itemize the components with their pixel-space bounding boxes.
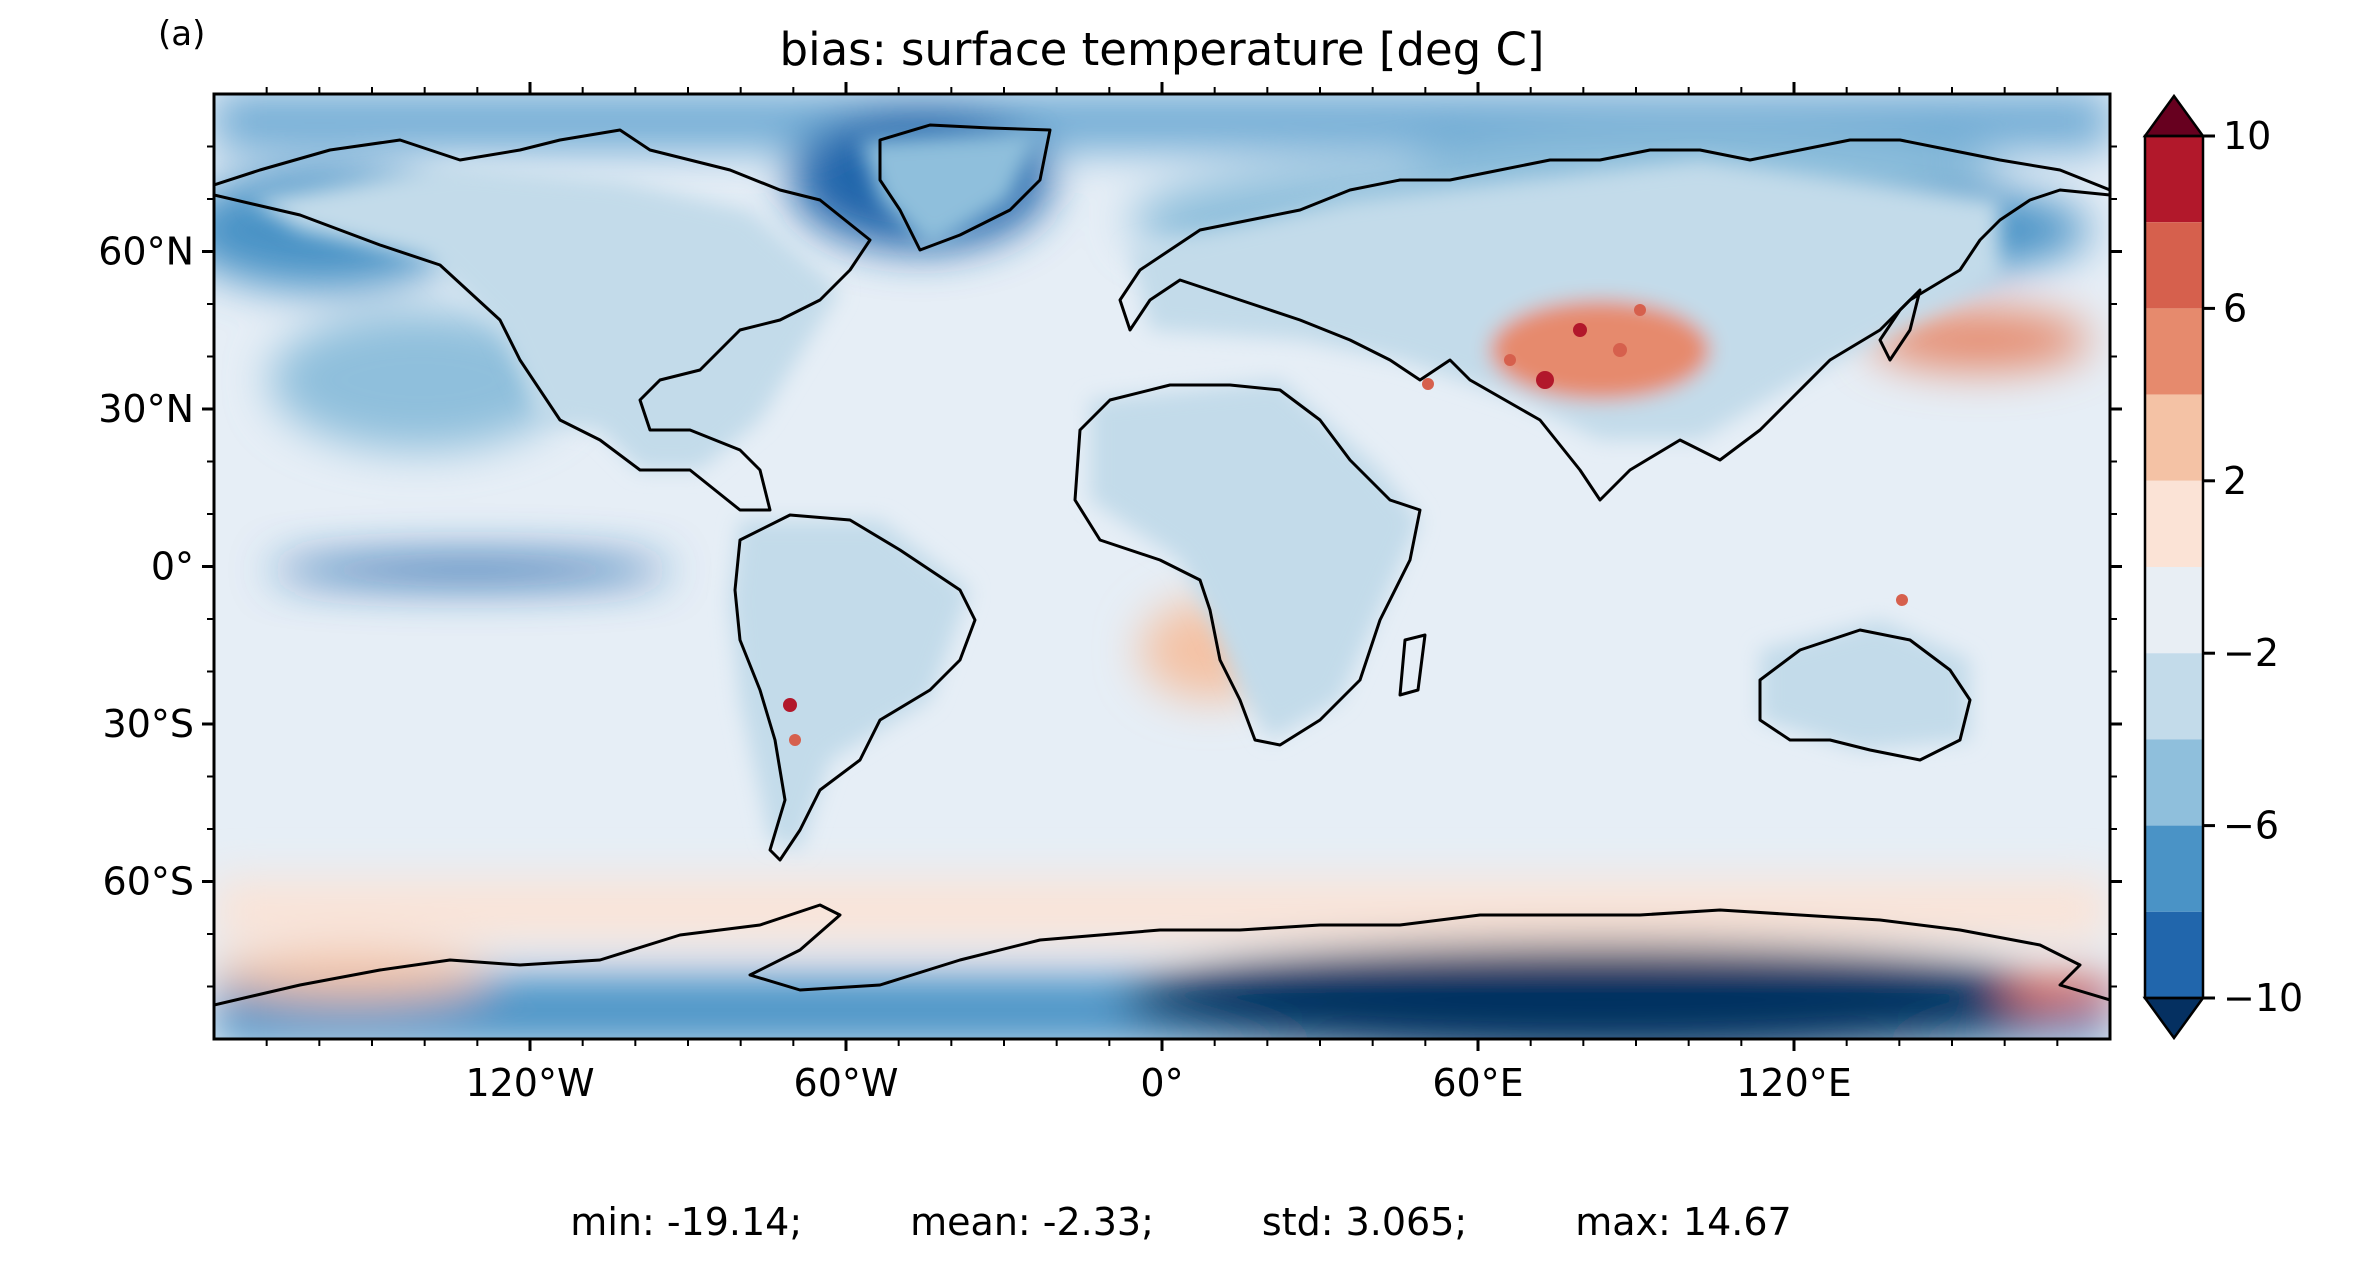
colorbar-bin — [2145, 136, 2203, 223]
colorbar-bin — [2145, 825, 2203, 912]
y-tick-label: 30°S — [103, 702, 194, 746]
y-tick-label: 60°S — [103, 860, 194, 904]
x-tick-label: 60°W — [794, 1061, 899, 1105]
colorbar-bin — [2145, 480, 2203, 567]
colorbar-bin — [2145, 911, 2203, 998]
colorbar-tick-label: 10 — [2223, 114, 2271, 158]
colorbar-tick-label: −2 — [2223, 631, 2279, 675]
y-tick-label: 60°N — [98, 230, 194, 274]
x-axis: 120°W 60°W 0° 60°E 120°E — [465, 82, 1852, 1105]
bias-map — [214, 94, 2110, 1039]
x-tick-label: 120°W — [465, 1061, 594, 1105]
colorbar-bin — [2145, 567, 2203, 654]
coastlines — [214, 123, 2110, 1007]
land-shading — [250, 130, 2000, 850]
stat-mean: mean: -2.33; — [910, 1200, 1154, 1244]
colorbar-tick-label: 2 — [2223, 459, 2247, 503]
map-title: bias: surface temperature [deg C] — [780, 23, 1545, 76]
stat-std: std: 3.065; — [1261, 1200, 1468, 1244]
stats-line: min: -19.14; mean: -2.33; std: 3.065; ma… — [0, 1200, 2362, 1248]
colorbar-tick-label: 6 — [2223, 286, 2247, 330]
colorbar-bin — [2145, 653, 2203, 740]
colorbar-tick-label: −10 — [2223, 976, 2303, 1020]
colorbar-extend-max — [2142, 93, 2206, 138]
y-tick-label: 0° — [151, 545, 194, 589]
colorbar-bin — [2145, 394, 2203, 481]
colorbar-extend-min — [2142, 996, 2206, 1041]
y-axis: 60°N 30°N 0° 30°S 60°S — [98, 230, 2122, 904]
x-tick-label: 0° — [1140, 1061, 1183, 1105]
minor-ticks — [207, 87, 2117, 1046]
x-tick-label: 60°E — [1432, 1061, 1523, 1105]
colorbar-bin — [2145, 308, 2203, 395]
colorbar-frame — [2143, 134, 2205, 1000]
warm-spots — [783, 304, 1908, 746]
stat-min: min: -19.14; — [570, 1200, 803, 1244]
colorbar-tick-label: −6 — [2223, 804, 2279, 848]
x-tick-label: 120°E — [1736, 1061, 1852, 1105]
y-tick-label: 30°N — [98, 387, 194, 431]
colorbar-bin — [2145, 739, 2203, 826]
colorbar-bin — [2145, 222, 2203, 309]
panel-label: (a) — [158, 14, 205, 54]
stat-max: max: 14.67 — [1575, 1200, 1792, 1244]
colorbar: 10 6 2 −2 −6 −10 — [2142, 93, 2303, 1041]
